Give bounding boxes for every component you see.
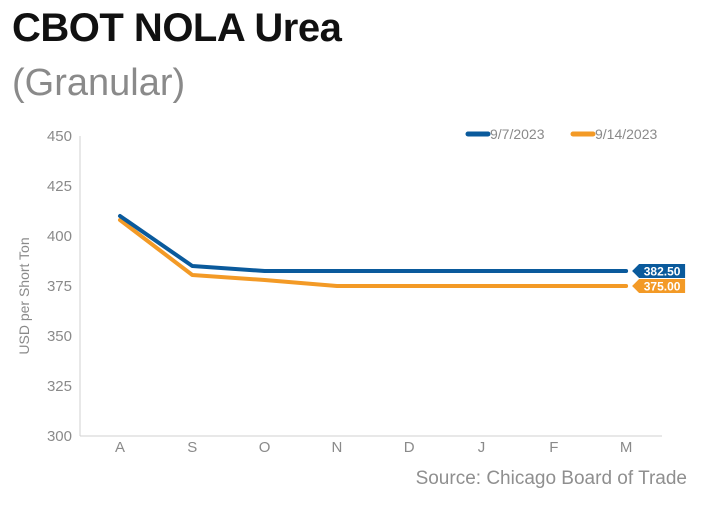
- x-tick-label: D: [404, 439, 415, 456]
- y-tick-label: 425: [47, 178, 72, 195]
- chart-legend: 9/7/2023 9/14/2023: [465, 126, 657, 142]
- end-value-label: 382.50: [644, 265, 681, 279]
- x-tick-label: J: [478, 439, 486, 456]
- x-tick-label: N: [331, 439, 342, 456]
- x-tick-label: A: [115, 439, 125, 456]
- y-tick-label: 325: [47, 378, 72, 395]
- chart-subtitle: (Granular): [12, 62, 186, 104]
- y-tick-label: 350: [47, 328, 72, 345]
- chart-title: CBOT NOLA Urea: [12, 6, 342, 50]
- x-tick-label: S: [187, 439, 197, 456]
- end-value-tag: [632, 279, 686, 293]
- x-tick-label: M: [620, 439, 633, 456]
- y-tick-label: 300: [47, 428, 72, 445]
- y-tick-label: 375: [47, 278, 72, 295]
- series-line-2: [118, 218, 629, 288]
- series-line-1: [118, 214, 629, 273]
- legend-label: 9/7/2023: [490, 126, 545, 142]
- y-tick-label: 450: [47, 128, 72, 145]
- end-value-tag: [632, 264, 686, 278]
- y-axis-label: USD per Short Ton: [16, 237, 32, 354]
- chart-axes: 300 325 350 375 400 425 450 A S O N D J F M USD per Sho…: [16, 128, 662, 456]
- legend-label: 9/14/2023: [595, 126, 657, 142]
- x-tick-label: O: [259, 439, 271, 456]
- x-tick-label: F: [549, 439, 558, 456]
- end-value-label: 375.00: [644, 280, 681, 294]
- y-tick-label: 400: [47, 228, 72, 245]
- source-note: Source: Chicago Board of Trade: [415, 468, 687, 489]
